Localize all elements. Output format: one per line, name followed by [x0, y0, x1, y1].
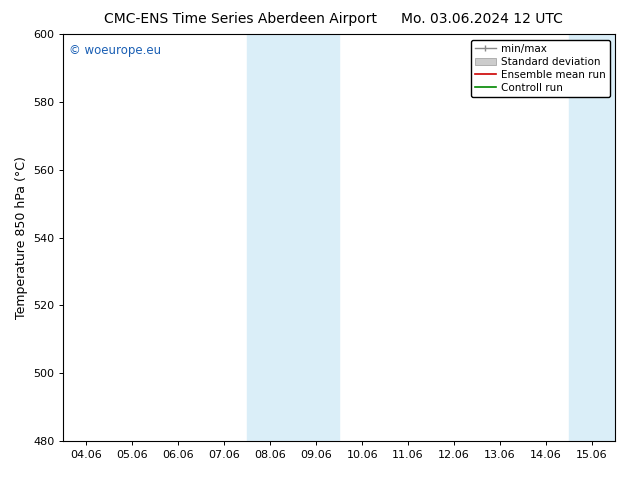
Text: Mo. 03.06.2024 12 UTC: Mo. 03.06.2024 12 UTC: [401, 12, 563, 26]
Bar: [247, 34, 339, 441]
Text: CMC-ENS Time Series Aberdeen Airport: CMC-ENS Time Series Aberdeen Airport: [105, 12, 377, 26]
Legend: min/max, Standard deviation, Ensemble mean run, Controll run: min/max, Standard deviation, Ensemble me…: [470, 40, 610, 97]
Bar: [569, 34, 634, 441]
Text: © woeurope.eu: © woeurope.eu: [69, 45, 161, 57]
Y-axis label: Temperature 850 hPa (°C): Temperature 850 hPa (°C): [15, 156, 27, 319]
